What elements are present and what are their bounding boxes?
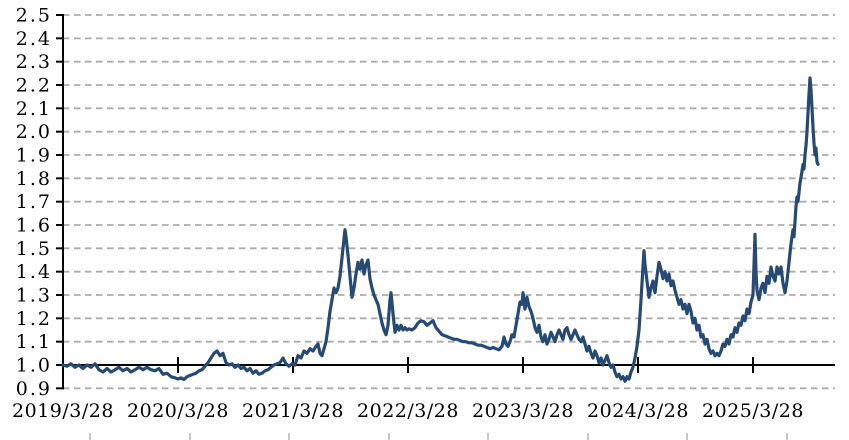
x-axis-label: 2021/3/28 [242,400,344,422]
y-axis-label: 2.2 [16,75,52,97]
y-axis-label: 1.5 [16,238,52,260]
x-axis-label: 2023/3/28 [472,400,574,422]
y-axis-label: 1.3 [16,285,52,307]
y-axis-label: 2.3 [16,51,52,73]
x-axis-label: 2025/3/28 [702,400,804,422]
data-line-ratio [61,76,820,383]
y-axis-label: 1.0 [16,355,52,377]
y-axis-label: 1.9 [16,145,52,167]
x-axis-label: 2020/3/28 [127,400,229,422]
y-axis-label: 2.1 [16,98,52,120]
y-axis-label: 1.7 [16,191,52,213]
x-axis-label: 2024/3/28 [587,400,689,422]
y-axis-label: 1.2 [16,308,52,330]
y-axis-label: 2.5 [16,5,52,27]
x-axis-label: 2022/3/28 [357,400,459,422]
y-axis-label: 1.4 [16,261,52,283]
x-axis-label: 2019/3/28 [12,400,114,422]
y-axis-label: 2.0 [16,121,52,143]
y-axis-label: 1.6 [16,215,52,237]
y-axis-label: 1.1 [16,331,52,353]
y-axis-label: 0.9 [16,378,52,400]
y-axis-label: 1.8 [16,168,52,190]
y-axis-label: 2.4 [16,28,52,50]
